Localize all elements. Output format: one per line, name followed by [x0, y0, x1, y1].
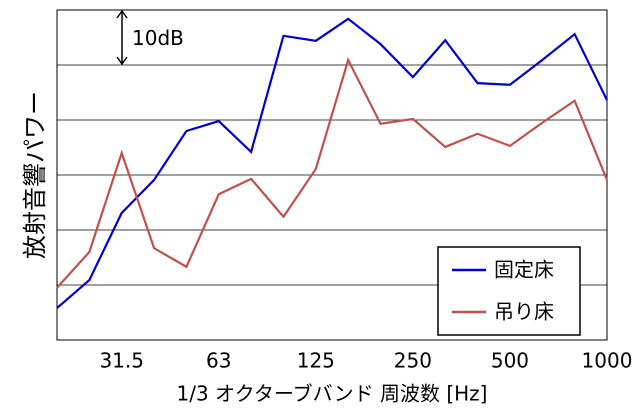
y-axis-label: 放射音響パワー — [21, 91, 49, 259]
legend-label: 固定床 — [494, 258, 554, 282]
legend-label: 吊り床 — [494, 300, 554, 324]
arrow-head — [116, 9, 128, 19]
legend-box — [437, 246, 581, 336]
x-tick-label: 63 — [206, 349, 231, 373]
arrow-head — [116, 56, 128, 66]
x-tick-label: 1000 — [582, 349, 633, 373]
x-axis-label: 1/3 オクターブバンド 周波数 [Hz] — [176, 382, 487, 406]
series-line — [56, 57, 609, 289]
x-tick-label: 125 — [297, 349, 335, 373]
annotation: 10dB — [132, 26, 184, 50]
x-tick-label: 250 — [394, 349, 432, 373]
plot-frame — [56, 9, 608, 341]
x-tick-label: 500 — [491, 349, 529, 373]
series-line — [56, 17, 608, 309]
x-tick-label: 31.5 — [99, 349, 144, 373]
